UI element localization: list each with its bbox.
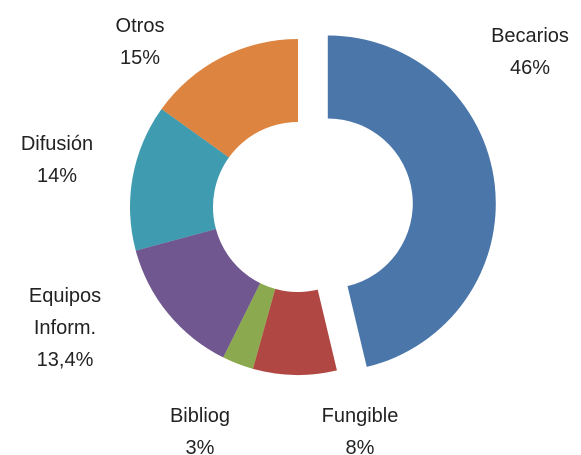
- value-label: 46%: [509, 57, 551, 79]
- value-label: 14%: [36, 165, 78, 187]
- slice-label: Otros 15%: [80, 10, 200, 74]
- donut-slice: [130, 109, 229, 251]
- value-label: 8%: [345, 437, 375, 455]
- donut-slice: [223, 283, 276, 369]
- donut-slice: [252, 288, 337, 375]
- slice-label: Equipos Inform. 13,4%: [20, 280, 110, 376]
- category-label: Difusión: [20, 133, 94, 155]
- category-label: Bibliog: [169, 405, 231, 427]
- donut-slice: [161, 39, 298, 158]
- category-label: Otros: [115, 15, 165, 37]
- slice-label: Difusión 14%: [0, 128, 117, 192]
- slice-label: Becarios 46%: [470, 20, 581, 84]
- category-label: Fungible: [321, 405, 399, 427]
- value-label: 13,4%: [36, 349, 94, 371]
- category-label: Equipos Inform.: [28, 285, 102, 339]
- donut-slice: [327, 35, 496, 367]
- slice-label: Fungible 8%: [300, 400, 420, 455]
- category-label: Becarios: [491, 25, 569, 47]
- donut-slice: [135, 229, 261, 358]
- value-label: 3%: [185, 437, 215, 455]
- slice-label: Bibliog 3%: [140, 400, 260, 455]
- value-label: 15%: [119, 47, 161, 69]
